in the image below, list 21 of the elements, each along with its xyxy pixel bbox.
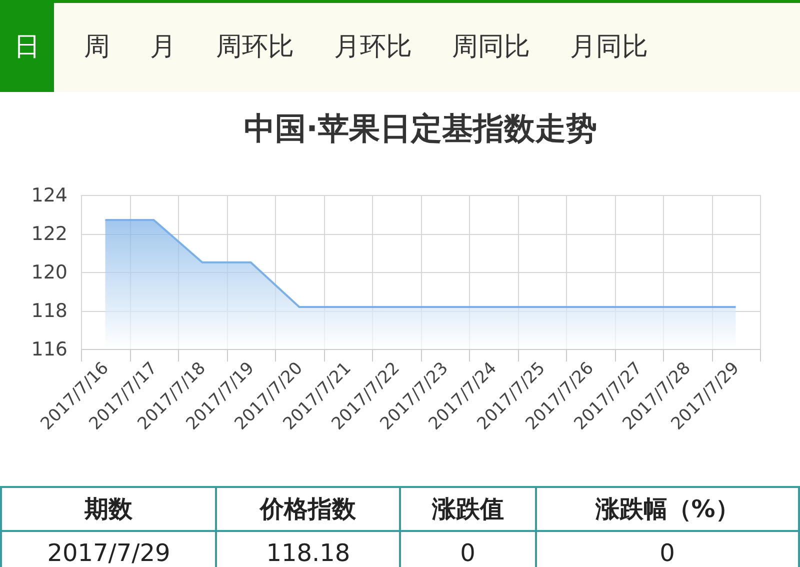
y-tick-label: 118 <box>31 300 68 322</box>
text: 周同比 <box>451 31 531 64</box>
y-tick-label: 124 <box>31 184 68 206</box>
text: 2017/7/29 <box>1 531 216 567</box>
text: 涨跌幅（%） <box>536 487 799 531</box>
y-tick-label: 122 <box>31 223 68 245</box>
text: 月 <box>149 31 177 64</box>
text: 月环比 <box>333 31 413 64</box>
y-tick-label: 116 <box>31 338 68 360</box>
text: 月同比 <box>569 31 649 64</box>
text: 涨跌值 <box>400 487 536 531</box>
text: 118.18 <box>216 531 400 567</box>
text: 期数 <box>1 487 216 531</box>
text: 日 <box>0 3 54 92</box>
text: 周 <box>83 31 111 64</box>
text: 价格指数 <box>216 487 400 531</box>
text: 0 <box>536 531 799 567</box>
text: 周环比 <box>215 31 295 64</box>
text: 0 <box>400 531 536 567</box>
chart-title: 中国·苹果日定基指数走势 <box>244 111 597 147</box>
y-tick-label: 120 <box>31 262 68 284</box>
